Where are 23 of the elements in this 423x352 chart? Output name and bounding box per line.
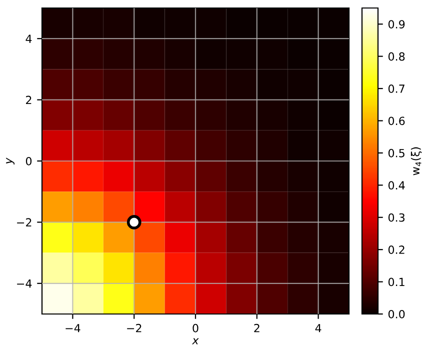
color-bar-label: 0.3 [388, 213, 404, 222]
color-bar-label: 0.8 [388, 52, 405, 61]
color-bar-label: 0.5 [388, 148, 404, 158]
color-bar-label: 0.7 [388, 84, 404, 93]
y-tick-label: 2 [26, 96, 32, 104]
y-tick-label: −2 [17, 218, 32, 226]
x-tick-label: −2 [127, 324, 142, 332]
y-axis-title: y [6, 158, 15, 165]
color-bar-label: 0.9 [388, 20, 405, 28]
y-tick-label: −4 [17, 280, 32, 288]
color-bar-label: 0.6 [388, 116, 405, 126]
color-bar-label: 0.2 [388, 246, 404, 254]
color-bar-title: w$_{4}$(ξ) [410, 147, 422, 176]
x-tick-label: −4 [66, 324, 80, 332]
x-tick-label: 4 [315, 324, 322, 332]
x-axis-title: x [192, 338, 199, 344]
y-tick-label: 0 [26, 156, 32, 166]
color-bar-label: 0.1 [388, 278, 404, 286]
y-tick-label: 4 [26, 34, 32, 43]
color-bar-label: 0.4 [388, 181, 405, 190]
x-tick-label: 2 [254, 324, 260, 332]
x-tick-label: 0 [192, 324, 198, 332]
color-bar-label: 0.0 [388, 310, 405, 318]
